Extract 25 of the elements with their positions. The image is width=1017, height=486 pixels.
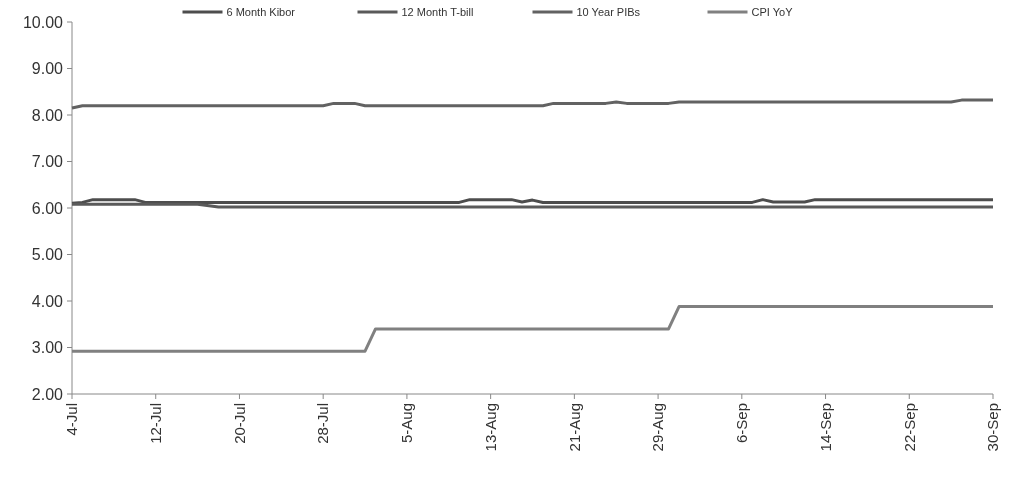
x-tick-label: 4-Jul [63, 403, 81, 436]
y-tick-label: 7.00 [31, 153, 64, 171]
x-tick-label: 6-Sep [733, 403, 751, 444]
x-tick-label: 13-Aug [481, 403, 499, 452]
x-tick-label: 22-Sep [900, 403, 918, 452]
y-tick-label: 9.00 [31, 60, 64, 78]
x-tick-label: 5-Aug [398, 403, 416, 444]
legend-label: 6 Month Kibor [226, 5, 296, 18]
y-tick-label: 6.00 [31, 199, 64, 217]
legend-label: 10 Year PIBs [576, 5, 641, 18]
x-tick-label: 14-Sep [816, 403, 834, 452]
x-tick-label: 21-Aug [565, 403, 583, 452]
y-tick-label: 4.00 [31, 292, 64, 310]
x-tick-label: 29-Aug [649, 403, 667, 452]
legend-label: 12 Month T-bill [401, 5, 474, 18]
x-tick-label: 30-Sep [984, 403, 1002, 452]
y-tick-label: 3.00 [31, 339, 64, 357]
x-tick-label: 20-Jul [230, 403, 248, 444]
y-tick-label: 10.00 [22, 13, 64, 31]
y-tick-label: 8.00 [31, 106, 64, 124]
y-tick-label: 5.00 [31, 246, 64, 264]
x-tick-label: 28-Jul [314, 403, 332, 444]
x-tick-label: 12-Jul [146, 403, 164, 444]
y-tick-label: 2.00 [31, 385, 64, 403]
legend-label: CPI YoY [751, 5, 794, 18]
